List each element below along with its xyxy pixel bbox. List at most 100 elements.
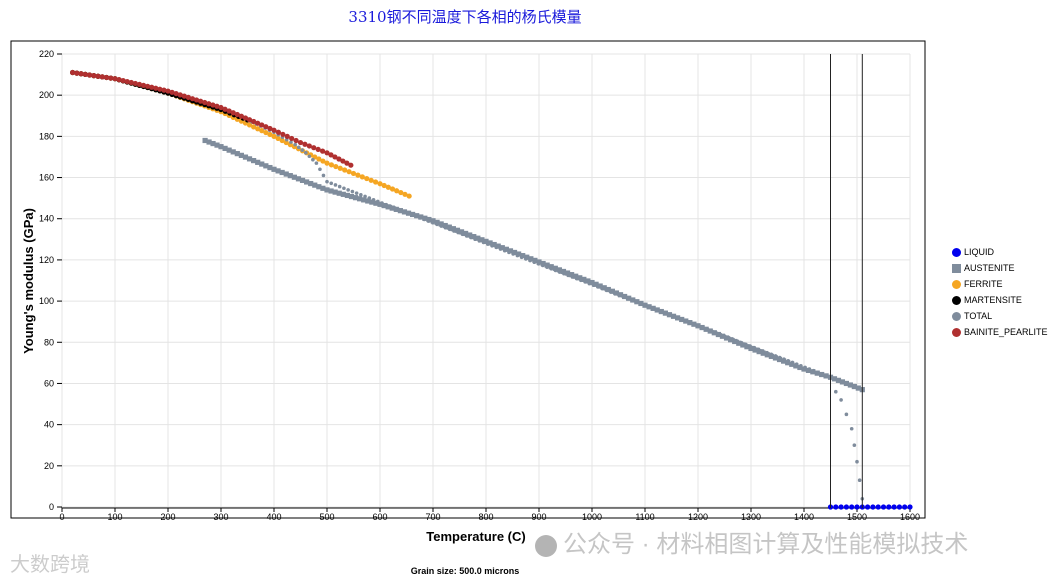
data-point: [843, 380, 849, 387]
data-point: [477, 239, 482, 243]
legend-swatch: [952, 311, 961, 321]
data-point: [655, 308, 659, 312]
data-point: [275, 129, 282, 135]
data-point: [727, 336, 731, 340]
data-point: [304, 179, 310, 185]
data-point: [389, 205, 395, 211]
data-point: [524, 257, 528, 261]
data-point: [583, 280, 587, 284]
data-point: [367, 196, 372, 200]
y-tick-label: 100: [39, 296, 54, 306]
data-point: [381, 182, 387, 189]
data-point: [528, 258, 532, 263]
data-point: [886, 504, 892, 510]
data-point: [284, 133, 290, 139]
data-point: [348, 193, 355, 200]
data-point: [843, 504, 850, 510]
legend-item: FERRITE: [952, 276, 1048, 292]
data-point: [181, 93, 187, 99]
data-point: [574, 276, 579, 281]
x-tick-label: 1000: [582, 512, 602, 522]
x-tick-label: 0: [59, 512, 64, 522]
data-point: [377, 181, 383, 187]
legend-swatch: [952, 279, 961, 289]
data-point: [108, 75, 114, 81]
data-point: [875, 504, 881, 510]
data-point: [297, 139, 304, 146]
data-point: [206, 139, 212, 145]
data-point: [556, 267, 562, 273]
data-point: [377, 201, 383, 207]
data-point: [401, 209, 405, 214]
data-point: [271, 133, 277, 139]
data-point: [332, 189, 338, 195]
x-tick-label: 1400: [794, 512, 814, 522]
data-point: [896, 504, 903, 510]
data-point: [732, 338, 738, 345]
data-point: [328, 162, 335, 168]
data-point: [605, 286, 611, 293]
data-point: [728, 337, 734, 343]
data-point: [570, 275, 575, 279]
data-point: [855, 459, 859, 464]
data-point: [760, 350, 766, 356]
data-point: [490, 243, 494, 248]
data-point: [756, 347, 761, 352]
x-tick-label: 200: [160, 512, 175, 522]
data-point: [824, 373, 829, 378]
data-point: [357, 196, 363, 202]
data-point: [354, 191, 359, 195]
data-point: [667, 313, 672, 317]
data-point: [95, 73, 101, 79]
data-series: [70, 69, 913, 510]
data-point: [714, 331, 719, 335]
data-point: [458, 229, 465, 235]
series-austenite: [202, 137, 865, 393]
data-point: [342, 186, 346, 191]
data-point: [430, 218, 436, 224]
data-point: [238, 113, 244, 119]
data-point: [471, 234, 477, 240]
data-point: [503, 246, 509, 252]
data-point: [524, 254, 530, 260]
data-point: [604, 288, 609, 292]
data-point: [528, 256, 534, 262]
data-point: [398, 189, 404, 196]
data-point: [849, 504, 855, 510]
data-point: [344, 160, 350, 166]
data-point: [283, 171, 289, 177]
data-point: [375, 199, 380, 204]
data-point: [516, 251, 522, 257]
data-point: [364, 175, 370, 182]
data-point: [520, 253, 526, 259]
data-point: [557, 270, 562, 274]
data-point: [289, 140, 293, 144]
data-point: [234, 111, 240, 118]
data-point: [600, 286, 604, 291]
data-point: [320, 158, 326, 164]
data-point: [735, 339, 740, 343]
data-point: [707, 328, 713, 334]
data-point: [831, 376, 838, 382]
watermark-left-text: 大数跨境: [10, 554, 90, 576]
data-point: [797, 364, 803, 371]
data-point: [799, 363, 803, 368]
data-point: [86, 72, 93, 78]
data-point: [479, 237, 485, 243]
data-point: [206, 101, 212, 107]
data-point: [854, 504, 860, 510]
data-point: [659, 309, 664, 314]
data-point: [315, 146, 321, 153]
data-point: [463, 230, 469, 237]
data-point: [173, 90, 179, 97]
data-point: [731, 337, 735, 342]
data-point: [373, 200, 379, 206]
data-point: [218, 104, 224, 111]
data-point: [271, 166, 277, 172]
data-point: [447, 227, 452, 232]
data-point: [435, 222, 439, 227]
data-point: [230, 149, 236, 155]
data-point: [772, 355, 779, 361]
y-tick-label: 200: [39, 90, 54, 100]
data-point: [907, 504, 913, 510]
